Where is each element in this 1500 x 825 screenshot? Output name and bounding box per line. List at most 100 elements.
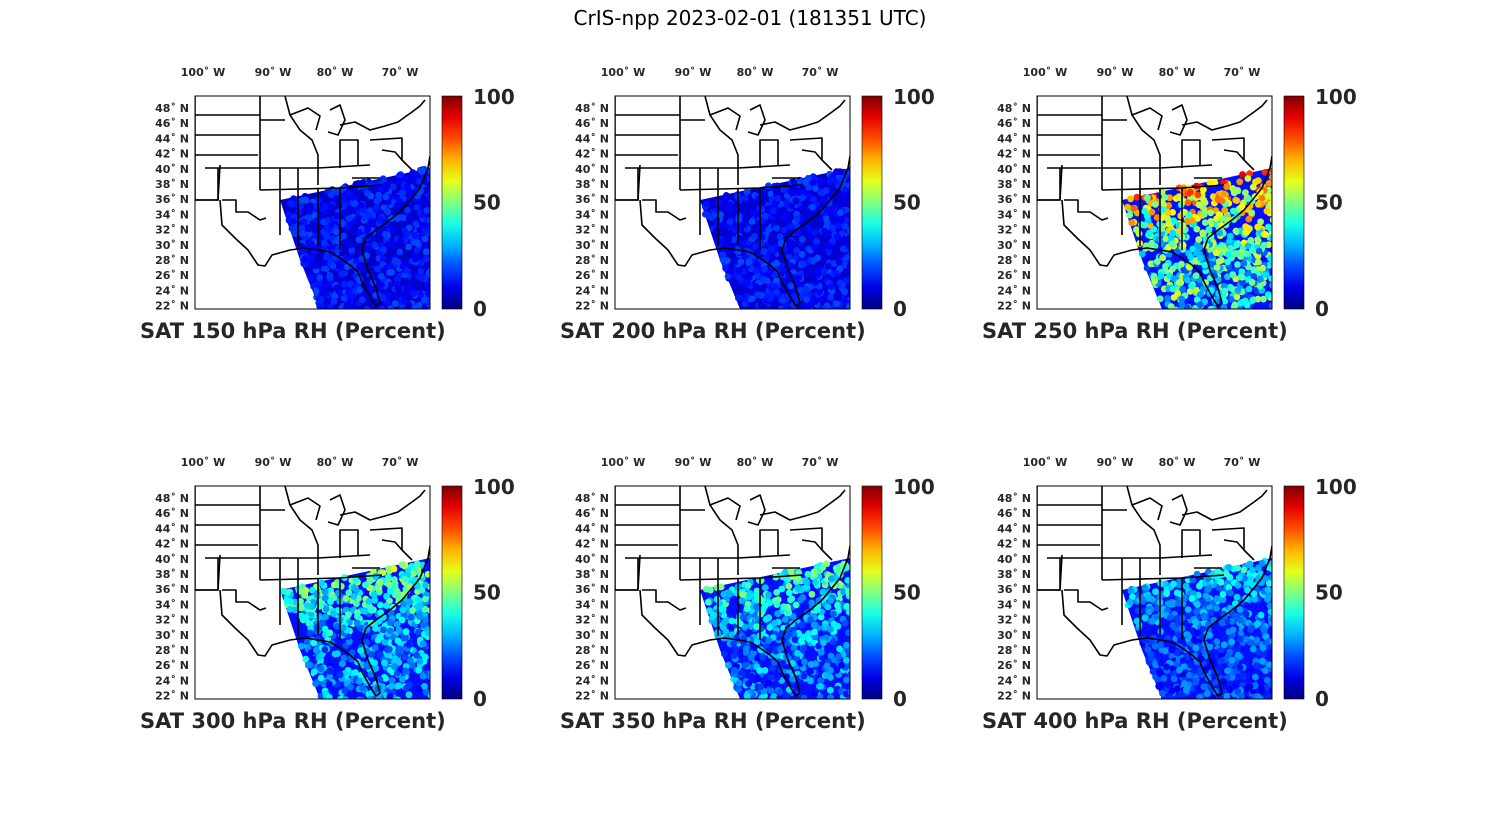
latitude-tick-label: 44˚ N [575, 522, 609, 535]
latitude-tick-label: 22˚ N [997, 690, 1031, 703]
latitude-tick-label: 48˚ N [997, 492, 1031, 505]
latitude-tick-label: 28˚ N [997, 254, 1031, 267]
colorbar-tick-label: 100 [893, 85, 935, 109]
latitude-tick-label: 42˚ N [575, 538, 609, 551]
longitude-tick-label: 90˚ W [1097, 456, 1134, 469]
longitude-tick-label: 90˚ W [255, 66, 292, 79]
latitude-tick-label: 24˚ N [997, 284, 1031, 297]
latitude-tick-label: 36˚ N [997, 583, 1031, 596]
latitude-tick-label: 28˚ N [155, 644, 189, 657]
colorbar [1283, 95, 1305, 310]
latitude-tick-label: 28˚ N [997, 644, 1031, 657]
colorbar-tick-label: 50 [1315, 581, 1343, 605]
latitude-tick-label: 36˚ N [155, 193, 189, 206]
longitude-tick-label: 100˚ W [1023, 456, 1067, 469]
latitude-tick-label: 32˚ N [155, 224, 189, 237]
latitude-tick-label: 24˚ N [575, 284, 609, 297]
latitude-tick-label: 22˚ N [155, 300, 189, 313]
longitude-tick-label: 70˚ W [382, 456, 419, 469]
colorbar-tick-label: 0 [893, 687, 907, 711]
latitude-tick-label: 26˚ N [997, 269, 1031, 282]
latitude-tick-label: 42˚ N [997, 538, 1031, 551]
latitude-tick-label: 30˚ N [575, 239, 609, 252]
latitude-tick-label: 46˚ N [155, 507, 189, 520]
latitude-tick-label: 40˚ N [155, 163, 189, 176]
latitude-tick-label: 48˚ N [575, 102, 609, 115]
colorbar-tick-label: 50 [893, 191, 921, 215]
longitude-tick-label: 70˚ W [802, 456, 839, 469]
latitude-tick-label: 44˚ N [155, 522, 189, 535]
latitude-tick-label: 26˚ N [575, 659, 609, 672]
latitude-tick-label: 28˚ N [155, 254, 189, 267]
latitude-tick-label: 42˚ N [155, 148, 189, 161]
latitude-tick-label: 46˚ N [575, 507, 609, 520]
latitude-tick-label: 44˚ N [575, 132, 609, 145]
colorbar-tick-label: 50 [893, 581, 921, 605]
latitude-tick-label: 32˚ N [155, 614, 189, 627]
latitude-tick-label: 34˚ N [997, 598, 1031, 611]
latitude-tick-label: 30˚ N [575, 629, 609, 642]
state-boundaries [195, 96, 430, 307]
latitude-tick-label: 24˚ N [575, 674, 609, 687]
latitude-tick-label: 42˚ N [575, 148, 609, 161]
longitude-tick-label: 90˚ W [675, 456, 712, 469]
colorbar [1283, 485, 1305, 700]
latitude-tick-label: 34˚ N [575, 208, 609, 221]
latitude-tick-label: 38˚ N [575, 568, 609, 581]
latitude-tick-label: 30˚ N [155, 239, 189, 252]
panel-caption: SAT 250 hPa RH (Percent) [982, 319, 1288, 343]
latitude-tick-label: 34˚ N [575, 598, 609, 611]
panel-caption: SAT 200 hPa RH (Percent) [560, 319, 866, 343]
map-frame [614, 95, 851, 310]
latitude-tick-label: 46˚ N [997, 117, 1031, 130]
longitude-tick-label: 80˚ W [737, 66, 774, 79]
latitude-tick-label: 24˚ N [997, 674, 1031, 687]
rh-map-plot: 100˚ W 90˚ W 80˚ W 70˚ W 48˚ N 46˚ N 44˚ N 42˚ … [575, 456, 935, 711]
panel-caption: SAT 400 hPa RH (Percent) [982, 709, 1288, 733]
longitude-tick-label: 90˚ W [255, 456, 292, 469]
map-panel-400hpa: 100˚ W 90˚ W 80˚ W 70˚ W 48˚ N 46˚ N 44˚ N 42˚ … [982, 450, 1357, 750]
colorbar [441, 485, 463, 700]
latitude-tick-label: 24˚ N [155, 284, 189, 297]
latitude-tick-label: 32˚ N [997, 224, 1031, 237]
colorbar [861, 485, 883, 700]
colorbar-tick-label: 100 [1315, 85, 1357, 109]
map-panel-200hpa: 100˚ W 90˚ W 80˚ W 70˚ W 48˚ N 46˚ N 44˚ N 42˚ … [560, 60, 935, 360]
state-boundaries [1037, 486, 1272, 697]
map-frame [1036, 95, 1273, 310]
longitude-tick-label: 90˚ W [1097, 66, 1134, 79]
latitude-tick-label: 38˚ N [155, 178, 189, 191]
latitude-tick-label: 32˚ N [997, 614, 1031, 627]
colorbar-tick-label: 100 [473, 85, 515, 109]
latitude-tick-label: 44˚ N [997, 132, 1031, 145]
latitude-tick-label: 30˚ N [155, 629, 189, 642]
latitude-tick-label: 36˚ N [575, 583, 609, 596]
panel-caption: SAT 300 hPa RH (Percent) [140, 709, 446, 733]
colorbar-tick-label: 100 [1315, 475, 1357, 499]
latitude-tick-label: 30˚ N [997, 239, 1031, 252]
latitude-tick-label: 36˚ N [155, 583, 189, 596]
state-boundaries [615, 96, 850, 307]
map-panel-350hpa: 100˚ W 90˚ W 80˚ W 70˚ W 48˚ N 46˚ N 44˚ N 42˚ … [560, 450, 935, 750]
latitude-tick-label: 34˚ N [155, 598, 189, 611]
latitude-tick-label: 38˚ N [997, 568, 1031, 581]
latitude-tick-label: 36˚ N [575, 193, 609, 206]
colorbar-tick-label: 0 [893, 297, 907, 321]
latitude-tick-label: 48˚ N [997, 102, 1031, 115]
state-boundaries [195, 486, 430, 697]
longitude-tick-label: 80˚ W [317, 66, 354, 79]
map-frame [1036, 485, 1273, 700]
latitude-tick-label: 30˚ N [997, 629, 1031, 642]
longitude-tick-label: 80˚ W [737, 456, 774, 469]
longitude-tick-label: 90˚ W [675, 66, 712, 79]
map-frame [194, 95, 431, 310]
latitude-tick-label: 26˚ N [155, 659, 189, 672]
latitude-tick-label: 40˚ N [575, 163, 609, 176]
panel-caption: SAT 150 hPa RH (Percent) [140, 319, 446, 343]
colorbar-tick-label: 0 [1315, 687, 1329, 711]
longitude-tick-label: 80˚ W [317, 456, 354, 469]
longitude-tick-label: 100˚ W [1023, 66, 1067, 79]
state-boundaries [1037, 96, 1272, 307]
colorbar-tick-label: 50 [473, 581, 501, 605]
latitude-tick-label: 22˚ N [575, 300, 609, 313]
